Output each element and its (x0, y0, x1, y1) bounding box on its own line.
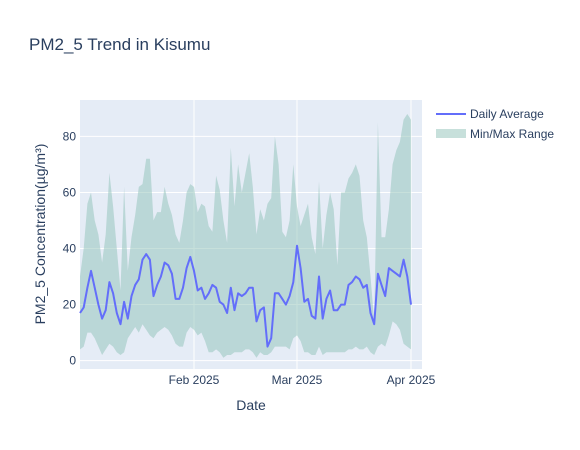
y-tick-labels: 0 20 40 60 80 (63, 129, 77, 367)
y-axis-label: PM2_5 Concentration(µg/m³) (32, 144, 48, 325)
y-tick-label: 0 (69, 354, 76, 368)
x-tick-label: Mar 2025 (272, 373, 323, 387)
y-tick-label: 40 (63, 242, 77, 256)
y-tick-label: 80 (63, 129, 77, 143)
legend-label-min-max-range: Min/Max Range (470, 127, 554, 141)
chart-title: PM2_5 Trend in Kisumu (29, 35, 210, 54)
x-tick-label: Apr 2025 (387, 373, 436, 387)
x-tick-labels: Feb 2025 Mar 2025 Apr 2025 (169, 373, 436, 387)
y-tick-label: 20 (63, 298, 77, 312)
y-tick-label: 60 (63, 185, 77, 199)
legend[interactable]: Daily Average Min/Max Range (436, 107, 554, 141)
legend-band-swatch (436, 129, 466, 138)
legend-item-min-max-range[interactable]: Min/Max Range (436, 127, 554, 141)
legend-label-daily-average: Daily Average (470, 107, 544, 121)
daily-average-line (79, 244, 412, 348)
x-tick-label: Feb 2025 (169, 373, 220, 387)
legend-item-daily-average[interactable]: Daily Average (436, 107, 544, 121)
x-axis-label: Date (236, 397, 266, 413)
